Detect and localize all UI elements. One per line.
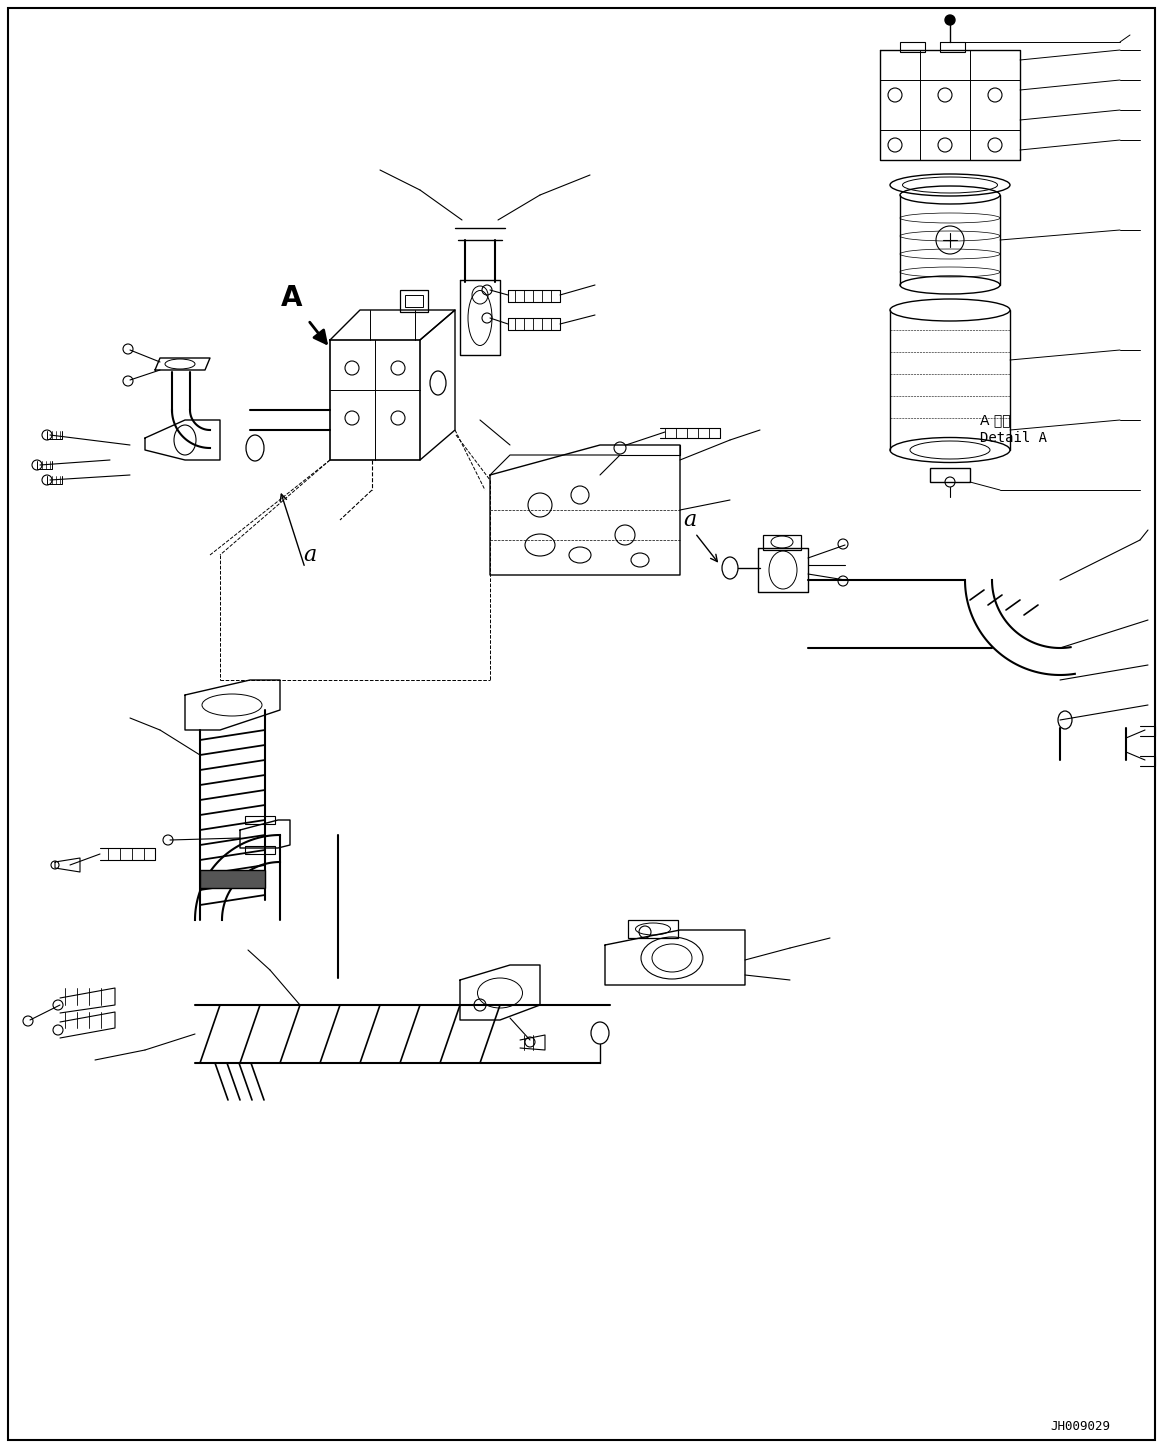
Bar bbox=[900, 42, 925, 52]
Circle shape bbox=[946, 14, 955, 25]
Bar bbox=[245, 817, 274, 824]
Text: a: a bbox=[684, 510, 697, 531]
Text: a: a bbox=[304, 544, 316, 566]
Text: A 詳細: A 詳細 bbox=[980, 413, 1011, 427]
Bar bbox=[940, 42, 965, 52]
Bar bbox=[930, 468, 970, 482]
Bar bbox=[245, 846, 274, 854]
Bar bbox=[405, 295, 423, 307]
Bar bbox=[628, 919, 678, 938]
Bar bbox=[200, 870, 265, 888]
Text: JH009029: JH009029 bbox=[1050, 1419, 1110, 1432]
Bar bbox=[763, 534, 801, 550]
Text: A: A bbox=[281, 284, 302, 311]
Text: Detail A: Detail A bbox=[980, 432, 1047, 445]
Bar bbox=[400, 290, 428, 311]
